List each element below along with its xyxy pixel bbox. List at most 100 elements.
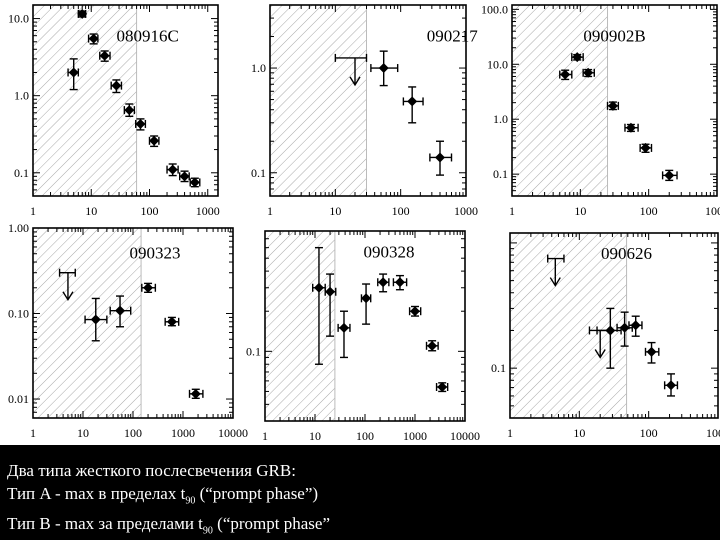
x-tick-label: 1: [30, 426, 36, 440]
diamond-marker: [361, 293, 372, 304]
y-tick-label: 0.1: [493, 167, 508, 181]
data-point: [425, 340, 439, 352]
caption-line-3-tail: (“prompt phase”: [212, 514, 330, 534]
data-point: [123, 103, 136, 118]
x-tick-label: 10000: [450, 429, 480, 443]
x-tick-label: 1: [509, 204, 515, 218]
data-point: [639, 142, 653, 153]
caption-box: Два типа жесткого послесвечения GRB: Тип…: [0, 445, 720, 540]
x-tick-label: 10: [85, 204, 97, 218]
caption-line-2-text: Тип A - max в пределах t: [7, 484, 186, 503]
data-point: [109, 295, 132, 328]
data-point: [67, 58, 80, 91]
data-point: [189, 177, 201, 188]
diamond-marker: [435, 152, 446, 163]
data-point: [559, 69, 573, 81]
x-tick-label: 100: [140, 204, 158, 218]
x-tick-label: 1000: [454, 204, 478, 218]
data-point: [87, 33, 99, 45]
upper-limit-arrowhead: [549, 277, 561, 287]
caption-line-1: Два типа жесткого послесвечения GRB:: [7, 461, 296, 480]
data-point: [360, 283, 372, 325]
data-point: [571, 52, 584, 63]
diamond-marker: [325, 286, 336, 297]
x-tick-label: 10: [329, 204, 341, 218]
y-tick-label: 1.0: [14, 89, 29, 103]
y-tick-label: 0.1: [246, 344, 261, 358]
data-point: [110, 79, 123, 94]
x-tick-label: 10: [573, 426, 585, 440]
x-tick-label: 100: [124, 426, 142, 440]
x-tick-label: 1000: [171, 426, 195, 440]
diamond-marker: [407, 96, 418, 107]
x-tick-label: 100: [356, 429, 374, 443]
panel-080916C: 1 10 100 1000 0.1 1.0 10.0 080916C: [8, 4, 220, 218]
y-tick-label: 10.0: [487, 57, 508, 71]
diamond-marker: [625, 122, 636, 133]
x-tick-label: 1000: [403, 429, 427, 443]
x-tick-label: 1: [30, 204, 36, 218]
data-point: [429, 140, 453, 176]
diamond-marker: [143, 282, 154, 293]
data-point: [663, 373, 679, 397]
data-point: [312, 246, 326, 365]
panel-090323: 1 10 100 1000 10000 0.01 0.10 1.00 090323: [8, 221, 248, 440]
diamond-marker: [630, 320, 641, 331]
x-tick-label: 10000: [218, 426, 248, 440]
diamond-marker: [338, 322, 349, 333]
shaded-prompt-region: [270, 5, 367, 196]
diamond-marker: [166, 316, 177, 327]
data-point: [337, 310, 351, 359]
diamond-marker: [427, 340, 438, 351]
diamond-marker: [410, 306, 420, 317]
diamond-marker: [437, 381, 448, 392]
data-point: [178, 170, 190, 183]
shaded-prompt-region: [510, 233, 627, 418]
diamond-marker: [666, 380, 677, 391]
data-point: [582, 67, 595, 78]
data-point: [624, 122, 639, 133]
x-tick-label: 1000: [705, 204, 720, 218]
diamond-marker: [190, 388, 201, 399]
caption-line-2: Тип A - max в пределах t90 (“prompt phas…: [7, 482, 720, 512]
upper-limit-arrowhead: [594, 349, 606, 359]
data-point: [188, 388, 204, 399]
x-tick-label: 100: [640, 426, 658, 440]
caption-line-3-subscript: 90: [202, 525, 213, 537]
diamond-marker: [189, 177, 200, 188]
x-tick-label: 10: [77, 426, 89, 440]
plot-frame: [509, 232, 719, 419]
data-point: [135, 118, 147, 131]
y-tick-label: 0.10: [8, 307, 29, 321]
plot-frame: [269, 4, 467, 197]
y-tick-label: 1.00: [8, 221, 29, 235]
grb-name-label: 090902B: [583, 26, 645, 45]
diamond-marker: [77, 8, 88, 19]
shaded-prompt-region: [265, 231, 335, 421]
data-point: [148, 135, 160, 148]
data-point: [616, 311, 633, 347]
x-tick-label: 1000: [196, 204, 220, 218]
panel-090902B: 1 10 100 1000 0.1 1.0 10.0 100.0 090902B: [481, 2, 720, 218]
data-point: [84, 297, 108, 342]
diamond-marker: [378, 63, 389, 74]
diamond-marker: [560, 69, 571, 80]
x-tick-label: 100: [640, 204, 658, 218]
diamond-marker: [313, 282, 324, 293]
x-tick-label: 10: [309, 429, 321, 443]
caption-line-2-subscript: 90: [185, 495, 196, 507]
diamond-marker: [640, 142, 651, 153]
caption-line-3: Тип B - max за пределами t90 (“prompt ph…: [7, 512, 720, 542]
upper-limit: [334, 53, 368, 87]
panel-090328: 1 10 100 1000 10000 0.1 090328: [246, 230, 480, 443]
diamond-marker: [607, 100, 618, 111]
y-tick-label: 1.0: [251, 61, 266, 75]
diamond-marker: [619, 322, 630, 333]
upper-limit: [588, 326, 612, 359]
x-tick-label: 100: [392, 204, 410, 218]
y-tick-label: 10.0: [8, 12, 29, 26]
panel-090626: 1 10 100 1000 0.1 090626: [491, 232, 720, 440]
plot-frame: [32, 4, 219, 197]
upper-limit-arrowhead: [349, 76, 361, 87]
y-tick-label: 0.1: [14, 166, 29, 180]
